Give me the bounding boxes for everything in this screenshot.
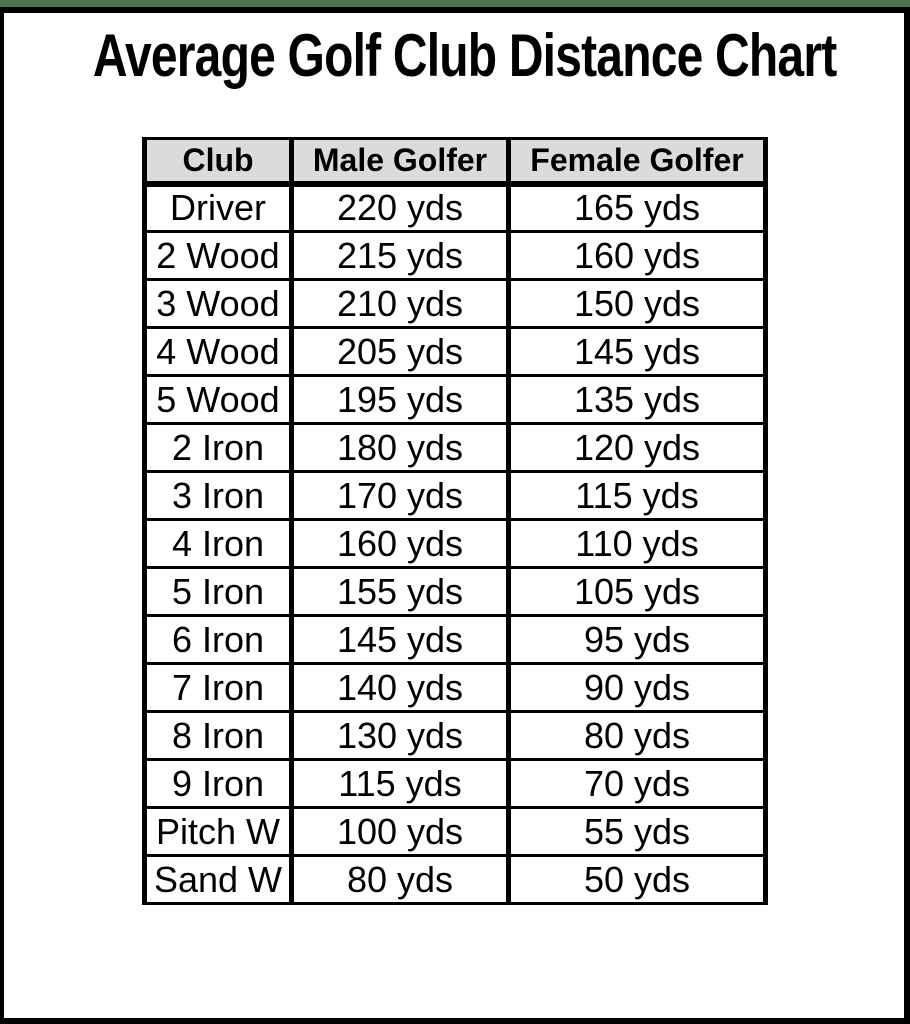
- top-green-bar: [0, 0, 910, 7]
- table-row: 4 Iron 160 yds 110 yds: [142, 518, 768, 569]
- female-distance-cell: 55 yds: [506, 806, 768, 857]
- female-distance-cell: 80 yds: [506, 710, 768, 761]
- female-distance-cell: 90 yds: [506, 662, 768, 713]
- table-row: 9 Iron 115 yds 70 yds: [142, 758, 768, 809]
- male-distance-cell: 130 yds: [289, 710, 511, 761]
- column-header-club: Club: [142, 137, 294, 187]
- black-frame: [0, 7, 910, 1024]
- club-cell: 5 Wood: [142, 374, 294, 425]
- male-distance-cell: 220 yds: [289, 182, 511, 233]
- table-row: 7 Iron 140 yds 90 yds: [142, 662, 768, 713]
- female-distance-cell: 145 yds: [506, 326, 768, 377]
- male-distance-cell: 140 yds: [289, 662, 511, 713]
- table-header-row: Club Male Golfer Female Golfer: [142, 137, 768, 187]
- club-cell: 4 Wood: [142, 326, 294, 377]
- male-distance-cell: 160 yds: [289, 518, 511, 569]
- male-distance-cell: 155 yds: [289, 566, 511, 617]
- female-distance-cell: 120 yds: [506, 422, 768, 473]
- column-header-male-golfer: Male Golfer: [289, 137, 511, 187]
- male-distance-cell: 80 yds: [289, 854, 511, 905]
- female-distance-cell: 135 yds: [506, 374, 768, 425]
- page-title: Average Golf Club Distance Chart: [0, 20, 910, 92]
- table-row: Driver 220 yds 165 yds: [142, 182, 768, 233]
- club-cell: Pitch W: [142, 806, 294, 857]
- male-distance-cell: 195 yds: [289, 374, 511, 425]
- table-row: 5 Iron 155 yds 105 yds: [142, 566, 768, 617]
- table-body: Driver 220 yds 165 yds 2 Wood 215 yds 160 yds…: [142, 182, 768, 905]
- female-distance-cell: 160 yds: [506, 230, 768, 281]
- female-distance-cell: 110 yds: [506, 518, 768, 569]
- club-cell: 2 Wood: [142, 230, 294, 281]
- female-distance-cell: 150 yds: [506, 278, 768, 329]
- club-cell: 4 Iron: [142, 518, 294, 569]
- female-distance-cell: 95 yds: [506, 614, 768, 665]
- club-cell: 7 Iron: [142, 662, 294, 713]
- female-distance-cell: 165 yds: [506, 182, 768, 233]
- table-row: 2 Iron 180 yds 120 yds: [142, 422, 768, 473]
- club-cell: 3 Wood: [142, 278, 294, 329]
- male-distance-cell: 210 yds: [289, 278, 511, 329]
- male-distance-cell: 145 yds: [289, 614, 511, 665]
- male-distance-cell: 115 yds: [289, 758, 511, 809]
- male-distance-cell: 100 yds: [289, 806, 511, 857]
- club-cell: 5 Iron: [142, 566, 294, 617]
- golf-distance-table: Club Male Golfer Female Golfer Driver 220 y…: [142, 137, 768, 905]
- female-distance-cell: 70 yds: [506, 758, 768, 809]
- club-cell: 3 Iron: [142, 470, 294, 521]
- male-distance-cell: 170 yds: [289, 470, 511, 521]
- club-cell: 6 Iron: [142, 614, 294, 665]
- female-distance-cell: 105 yds: [506, 566, 768, 617]
- club-cell: 8 Iron: [142, 710, 294, 761]
- male-distance-cell: 205 yds: [289, 326, 511, 377]
- page-title-text: Average Golf Club Distance Chart: [92, 22, 837, 89]
- female-distance-cell: 115 yds: [506, 470, 768, 521]
- table-row: 3 Wood 210 yds 150 yds: [142, 278, 768, 329]
- table-row: 2 Wood 215 yds 160 yds: [142, 230, 768, 281]
- club-cell: 2 Iron: [142, 422, 294, 473]
- table-row: 5 Wood 195 yds 135 yds: [142, 374, 768, 425]
- club-cell: 9 Iron: [142, 758, 294, 809]
- club-cell: Driver: [142, 182, 294, 233]
- column-header-female-golfer: Female Golfer: [506, 137, 768, 187]
- table-row: 6 Iron 145 yds 95 yds: [142, 614, 768, 665]
- table-row: 4 Wood 205 yds 145 yds: [142, 326, 768, 377]
- female-distance-cell: 50 yds: [506, 854, 768, 905]
- table-row: Pitch W 100 yds 55 yds: [142, 806, 768, 857]
- club-cell: Sand W: [142, 854, 294, 905]
- male-distance-cell: 180 yds: [289, 422, 511, 473]
- male-distance-cell: 215 yds: [289, 230, 511, 281]
- table-row: 8 Iron 130 yds 80 yds: [142, 710, 768, 761]
- table-header: Club Male Golfer Female Golfer: [142, 137, 768, 187]
- table-row: Sand W 80 yds 50 yds: [142, 854, 768, 905]
- table-row: 3 Iron 170 yds 115 yds: [142, 470, 768, 521]
